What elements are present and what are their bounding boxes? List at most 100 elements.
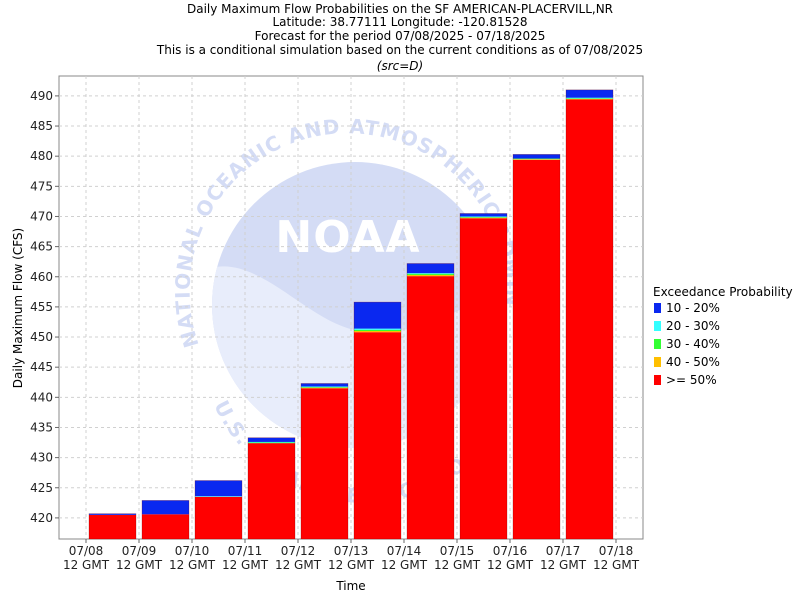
bar-segment-20-30 bbox=[566, 97, 613, 99]
bar-group bbox=[565, 89, 614, 540]
chart-subtitle-source: (src=D) bbox=[377, 59, 423, 73]
bar-segment-40-50 bbox=[513, 159, 560, 160]
bar-outline bbox=[300, 383, 349, 540]
y-tick-label: 455 bbox=[30, 300, 53, 314]
bar-segment-20-30 bbox=[248, 441, 295, 443]
x-tick-label-time: 12 GMT bbox=[540, 558, 587, 572]
y-tick-label: 420 bbox=[30, 511, 53, 525]
x-tick-label-time: 12 GMT bbox=[222, 558, 269, 572]
bar-group bbox=[406, 263, 455, 540]
y-tick-label: 445 bbox=[30, 360, 53, 374]
bar-segment-ge50 bbox=[142, 514, 189, 539]
bar-group bbox=[247, 437, 296, 540]
x-tick-label-date: 07/14 bbox=[387, 544, 422, 558]
y-tick-label: 480 bbox=[30, 149, 53, 163]
bar-segment-20-30 bbox=[301, 386, 348, 388]
bar-outline bbox=[459, 213, 508, 540]
bar-segment-30-40 bbox=[248, 442, 295, 444]
x-tick-label-time: 12 GMT bbox=[381, 558, 428, 572]
x-tick-label-date: 07/13 bbox=[334, 544, 369, 558]
bar-segment-30-40 bbox=[354, 329, 401, 332]
bar-segment-10-20 bbox=[460, 213, 507, 217]
y-axis: 420 425 430 435 440 445 450 455 460 465 470 475 480 4… bbox=[30, 89, 59, 525]
bar-segment-ge50 bbox=[301, 388, 348, 539]
bar-outline bbox=[512, 154, 561, 540]
bar-segment-ge50 bbox=[354, 332, 401, 539]
y-tick-label: 485 bbox=[30, 119, 53, 133]
y-tick-label: 465 bbox=[30, 240, 53, 254]
bar-segment-10-20 bbox=[142, 500, 189, 515]
legend-title: Exceedance Probability bbox=[653, 285, 793, 299]
x-tick-label-date: 07/11 bbox=[228, 544, 263, 558]
bar-segment-10-20 bbox=[407, 263, 454, 274]
y-axis-label: Daily Maximum Flow (CFS) bbox=[11, 228, 25, 388]
bar-group bbox=[88, 513, 137, 540]
x-tick-label-time: 12 GMT bbox=[487, 558, 534, 572]
x-tick-label-date: 07/18 bbox=[599, 544, 634, 558]
legend-label: 10 - 20% bbox=[666, 301, 720, 315]
y-tick-label: 475 bbox=[30, 179, 53, 193]
bar-outline bbox=[406, 263, 455, 540]
legend-swatch bbox=[654, 357, 661, 367]
legend-swatch bbox=[654, 375, 661, 385]
bar-outline bbox=[247, 437, 296, 540]
bar-segment-ge50 bbox=[460, 218, 507, 539]
bar-outline bbox=[194, 480, 243, 540]
bar-segment-40-50 bbox=[460, 217, 507, 219]
x-tick-label-date: 07/12 bbox=[281, 544, 316, 558]
x-tick-label-date: 07/16 bbox=[493, 544, 528, 558]
bar-outline bbox=[88, 513, 137, 540]
x-tick-label-date: 07/15 bbox=[440, 544, 475, 558]
bar-outline bbox=[353, 301, 402, 540]
legend-label: 30 - 40% bbox=[666, 337, 720, 351]
bar-segment-40-50 bbox=[301, 387, 348, 389]
x-tick-label-date: 07/08 bbox=[69, 544, 104, 558]
legend-label: >= 50% bbox=[666, 373, 717, 387]
bar-segment-ge50 bbox=[407, 276, 454, 539]
y-tick-label: 490 bbox=[30, 89, 53, 103]
y-tick-label: 450 bbox=[30, 330, 53, 344]
x-tick-label-time: 12 GMT bbox=[169, 558, 216, 572]
x-axis-label: Time bbox=[335, 579, 365, 593]
x-tick-label-time: 12 GMT bbox=[116, 558, 163, 572]
bar-segment-30-40 bbox=[407, 273, 454, 275]
y-tick-label: 440 bbox=[30, 390, 53, 404]
bar-segment-10-20 bbox=[248, 437, 295, 442]
noaa-emblem-center: NOAA bbox=[275, 212, 420, 263]
chart-subtitle-period: Forecast for the period 07/08/2025 - 07/… bbox=[255, 29, 546, 43]
legend-label: 20 - 30% bbox=[666, 319, 720, 333]
bar-group bbox=[141, 500, 190, 540]
bar-segment-ge50 bbox=[89, 514, 136, 539]
x-tick-label-time: 12 GMT bbox=[63, 558, 110, 572]
bar-group bbox=[353, 301, 402, 540]
x-tick-label-date: 07/09 bbox=[122, 544, 157, 558]
x-tick-label-time: 12 GMT bbox=[593, 558, 640, 572]
bar-segment-40-50 bbox=[407, 274, 454, 277]
bar-group bbox=[300, 383, 349, 540]
y-tick-label: 425 bbox=[30, 481, 53, 495]
legend-swatch bbox=[654, 339, 661, 349]
bar-segment-40-50 bbox=[566, 98, 613, 100]
bar-segment-10-20 bbox=[195, 480, 242, 497]
bar-outline bbox=[565, 89, 614, 540]
bar-segment-10-20 bbox=[513, 154, 560, 159]
bar-segment-ge50 bbox=[248, 443, 295, 539]
bar-segment-ge50 bbox=[566, 99, 613, 539]
bar-segment-10-20 bbox=[89, 513, 136, 515]
bar-segment-30-40 bbox=[566, 98, 613, 99]
legend-label: 40 - 50% bbox=[666, 355, 720, 369]
bar-segment-ge50 bbox=[513, 159, 560, 540]
bar-segment-40-50 bbox=[354, 331, 401, 333]
bar-segment-ge50 bbox=[195, 496, 242, 539]
bar-segment-20-30 bbox=[460, 216, 507, 218]
bar-group bbox=[459, 213, 508, 540]
bar-segment-30-40 bbox=[460, 217, 507, 218]
bar-segment-10-20 bbox=[301, 383, 348, 387]
bar-segment-30-40 bbox=[301, 387, 348, 388]
bar-group bbox=[512, 154, 561, 540]
bar-outline bbox=[141, 500, 190, 540]
x-tick-label-time: 12 GMT bbox=[275, 558, 322, 572]
x-tick-label-date: 07/10 bbox=[175, 544, 210, 558]
